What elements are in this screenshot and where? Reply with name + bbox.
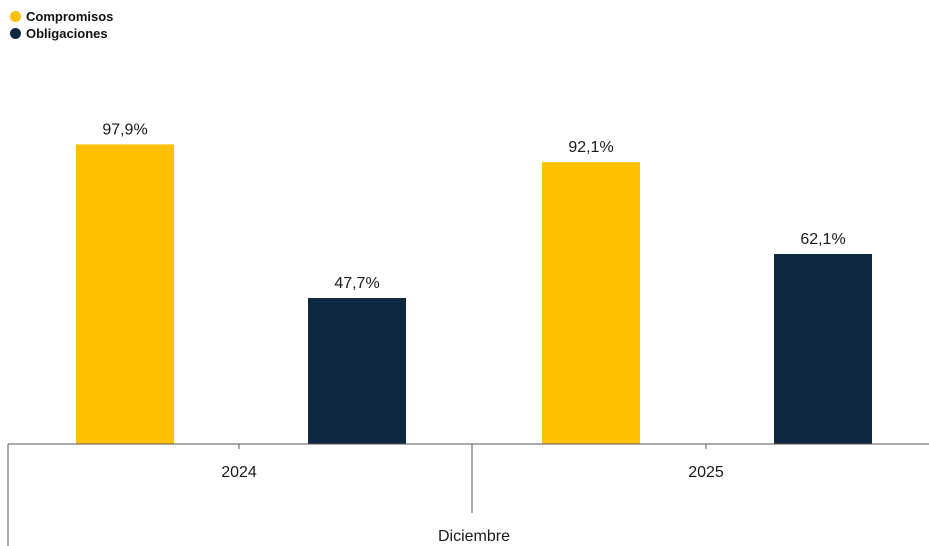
- data-label-obligaciones-2024: 47,7%: [334, 275, 379, 292]
- legend-label-compromisos: Compromisos: [26, 9, 114, 24]
- bar-compromisos-2025: [542, 162, 640, 444]
- bars-group: 97,9% 92,1% 47,7% 62,1%: [76, 121, 872, 444]
- legend-swatch-compromisos: [10, 11, 21, 22]
- legend-label-obligaciones: Obligaciones: [26, 26, 108, 41]
- legend-swatch-obligaciones: [10, 28, 21, 39]
- legend: Compromisos Obligaciones: [10, 8, 113, 42]
- bar-obligaciones-2025: [774, 253, 872, 444]
- category-axis: 2024 2025 Diciembre: [7, 443, 929, 546]
- category-label-2024: 2024: [221, 464, 257, 481]
- group-label-diciembre: Diciembre: [438, 528, 510, 545]
- category-label-2025: 2025: [688, 464, 724, 481]
- legend-item-compromisos: Compromisos: [10, 8, 113, 25]
- bar-compromisos-2024: [76, 144, 174, 444]
- data-label-compromisos-2025: 92,1%: [568, 139, 613, 156]
- legend-item-obligaciones: Obligaciones: [10, 25, 113, 42]
- data-label-obligaciones-2025: 62,1%: [800, 231, 845, 248]
- data-label-compromisos-2024: 97,9%: [102, 121, 147, 138]
- bar-obligaciones-2024: [308, 298, 406, 444]
